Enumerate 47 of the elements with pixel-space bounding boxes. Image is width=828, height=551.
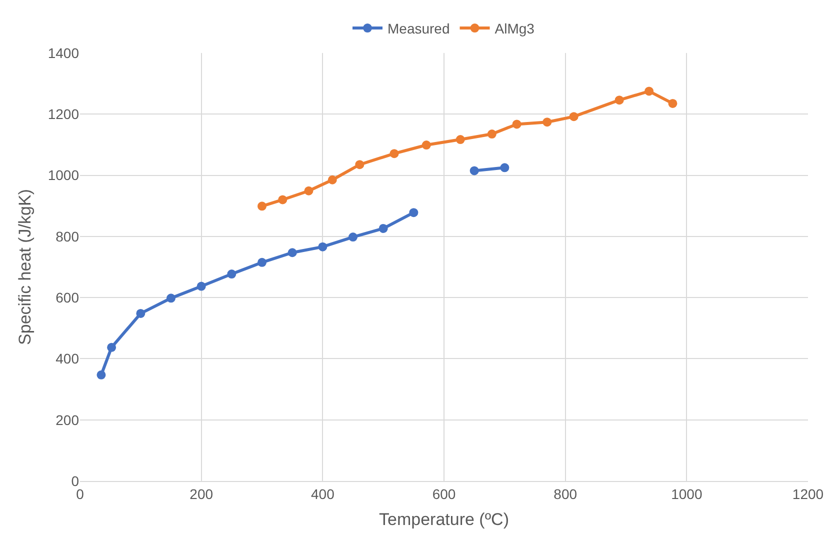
y-axis-title: Specific heat (J/kgK) xyxy=(15,189,34,345)
x-axis-title: Temperature (ºC) xyxy=(379,510,509,530)
point xyxy=(258,258,266,267)
point xyxy=(166,294,176,303)
point xyxy=(107,342,116,352)
point xyxy=(390,149,399,158)
point xyxy=(288,248,297,258)
point xyxy=(542,118,552,127)
point xyxy=(96,370,106,380)
point xyxy=(569,112,578,122)
point xyxy=(512,120,522,129)
point xyxy=(304,186,314,196)
point xyxy=(136,308,146,318)
x-tick-label: 600 xyxy=(432,486,456,502)
x-tick-label: 1000 xyxy=(671,486,702,502)
y-tick-label: 600 xyxy=(56,289,80,306)
y-tick-label: 0 xyxy=(71,472,80,489)
point xyxy=(409,208,418,218)
point xyxy=(644,86,654,96)
point xyxy=(456,135,465,144)
y-tick-label: 800 xyxy=(56,228,80,244)
x-tick-label: 400 xyxy=(310,486,335,502)
point xyxy=(668,98,678,108)
point xyxy=(378,224,388,233)
y-tick-label: 1400 xyxy=(48,44,80,61)
point xyxy=(196,282,206,291)
point xyxy=(470,166,479,176)
legend-label: AlMg3 xyxy=(494,20,535,36)
y-tick-label: 1200 xyxy=(48,106,80,122)
y-tick-label: 400 xyxy=(56,350,80,367)
y-tick-label: 1000 xyxy=(48,167,80,184)
y-tick-label: 200 xyxy=(56,412,80,428)
x-tick-label: 1200 xyxy=(792,486,824,502)
point xyxy=(500,163,510,172)
x-tick-label: 800 xyxy=(554,486,578,502)
point xyxy=(328,175,337,184)
point xyxy=(614,96,624,105)
point xyxy=(422,140,431,150)
point xyxy=(278,195,288,204)
point xyxy=(258,202,266,211)
point xyxy=(355,160,364,170)
point xyxy=(227,270,236,279)
x-tick-label: 200 xyxy=(190,486,214,502)
point xyxy=(348,232,358,242)
point xyxy=(318,242,328,252)
point xyxy=(487,130,496,139)
legend-label: Measured xyxy=(388,20,450,36)
